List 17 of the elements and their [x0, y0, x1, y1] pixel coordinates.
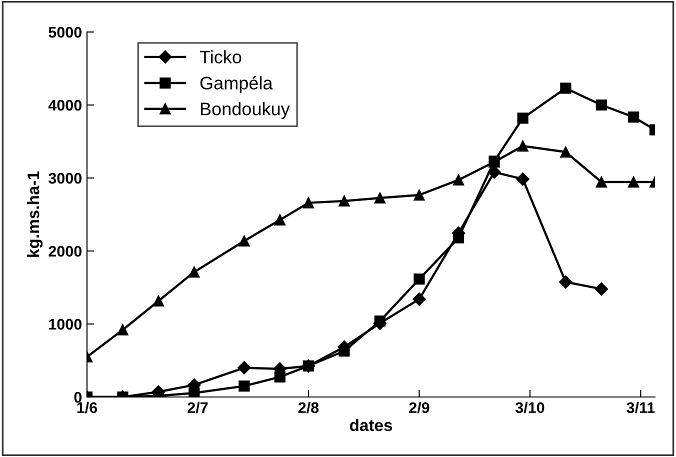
- y-tick-label: 1000: [49, 318, 82, 330]
- legend-label: Gampéla: [200, 76, 273, 94]
- y-tick-label: 3000: [48, 172, 82, 184]
- legend-label: Ticko: [200, 50, 242, 64]
- y-axis-title: kg.ms.ha-1: [26, 171, 43, 257]
- x-tick-label: 2/7: [188, 402, 208, 414]
- x-axis-title: dates: [350, 418, 392, 432]
- x-tick-label: 3/11: [626, 402, 655, 414]
- x-tick-label: 2/8: [298, 402, 319, 414]
- x-tick-label: 1/6: [77, 402, 98, 414]
- y-tick-label: 4000: [48, 100, 82, 111]
- y-tick-label: 2000: [48, 246, 82, 257]
- y-tick-label: 5000: [48, 26, 82, 38]
- legend-label: Bondoukuy: [200, 102, 290, 119]
- y-tick-label: 0: [74, 392, 82, 403]
- x-tick-label: 2/9: [409, 402, 430, 414]
- x-tick-label: 3/10: [515, 402, 544, 414]
